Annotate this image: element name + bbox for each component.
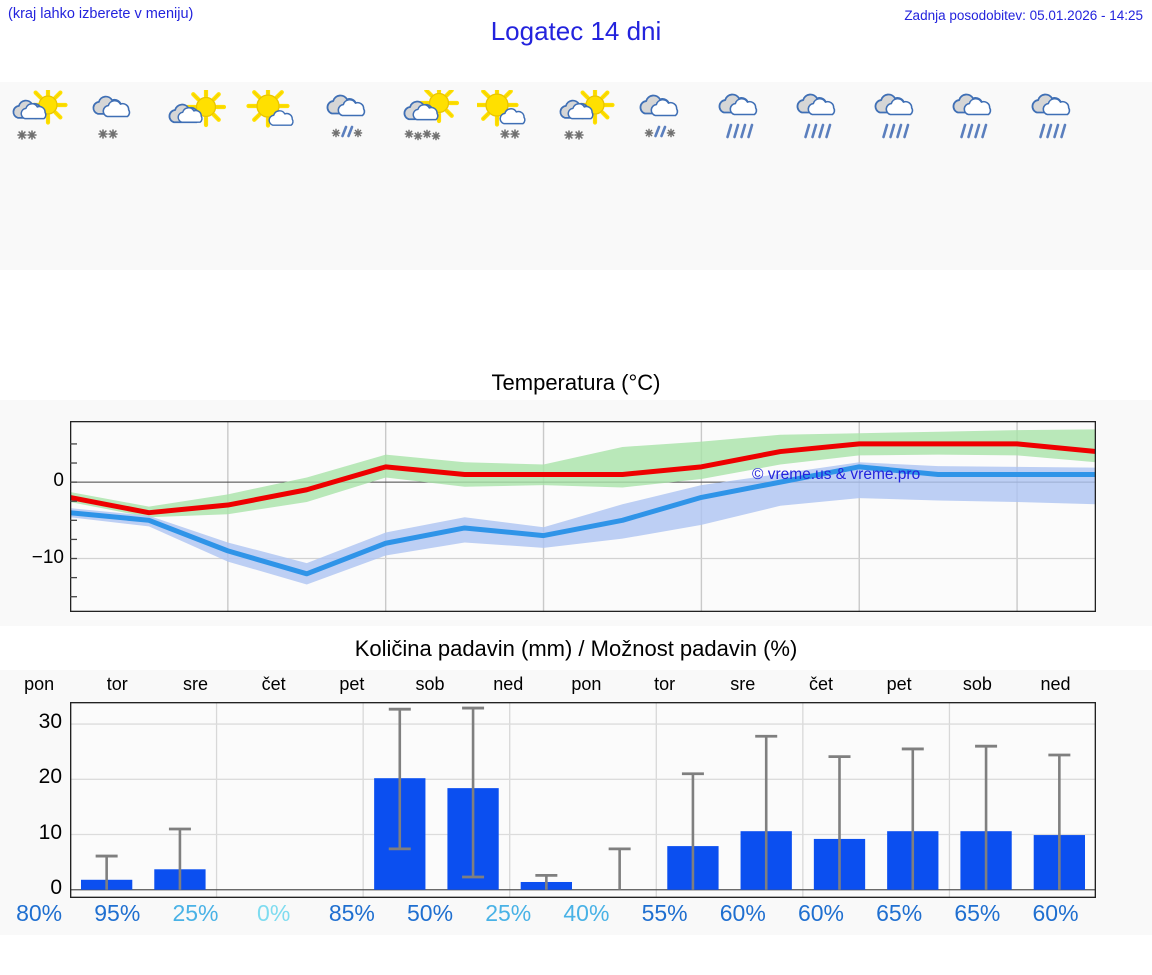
- precipitation-day-label: sob: [962, 674, 992, 694]
- partly-sunny-heavy-snow-icon: [399, 90, 461, 142]
- temperature-chart-title: Temperatura (°C): [0, 368, 1152, 400]
- precipitation-day-label: čet: [808, 674, 833, 694]
- forecast-day-column: [78, 82, 156, 270]
- precipitation-probability: 65%: [876, 900, 923, 926]
- precipitation-day-label: pon: [24, 674, 55, 694]
- forecast-day-column: [0, 82, 78, 270]
- forecast-day-column: [469, 82, 547, 270]
- cloudy-rain-snow-icon: [321, 90, 383, 142]
- cloudy-rain-icon: [712, 90, 774, 142]
- precipitation-probability: 60%: [797, 900, 844, 926]
- cloudy-rain-icon: [946, 90, 1008, 142]
- cloudy-rain-icon: [790, 90, 852, 142]
- precipitation-probability: 95%: [94, 900, 141, 926]
- precipitation-day-label: pet: [886, 674, 912, 694]
- precipitation-day-label: sre: [730, 674, 756, 694]
- temperature-y-tick-label: 0: [53, 470, 64, 492]
- precipitation-day-label: ned: [1040, 674, 1071, 694]
- precipitation-day-label: pet: [339, 674, 365, 694]
- forecast-day-column: [626, 82, 704, 270]
- precipitation-probability: 85%: [328, 900, 375, 926]
- cloudy-rain-icon: [868, 90, 930, 142]
- precipitation-y-tick-label: 20: [38, 765, 62, 789]
- precipitation-probability-row: 80% 95% 25% 0% 85% 50% 25% 40% 55% 60% 60% 65% 65% 60…: [0, 900, 1152, 934]
- temperature-plot-area: 0 −10: [32, 420, 1099, 613]
- forecast-day-column: [391, 82, 469, 270]
- temperature-y-tick-label: −10: [31, 546, 64, 568]
- precipitation-day-label: ned: [493, 674, 524, 694]
- forecast-days-row: [0, 82, 1152, 270]
- page-title: Logatec 14 dni: [490, 16, 662, 46]
- precipitation-probability: 0%: [257, 900, 291, 926]
- precipitation-chart-title: Količina padavin (mm) / Možnost padavin …: [354, 636, 798, 661]
- precipitation-day-label: čet: [261, 674, 286, 694]
- menu-hint-text: (kraj lahko izberete v meniju): [8, 6, 194, 22]
- last-updated-text: Zadnja posodobitev: 05.01.2026 - 14:25: [904, 8, 1143, 23]
- forecast-day-column: [156, 82, 234, 270]
- precipitation-day-label: tor: [106, 674, 128, 694]
- copyright-text: © vreme.us & vreme.pro: [752, 466, 921, 483]
- precipitation-y-tick-label: 0: [50, 875, 62, 899]
- forecast-day-column: [547, 82, 625, 270]
- precipitation-probability: 80%: [16, 900, 63, 926]
- page-header: (kraj lahko izberete v meniju) Logatec 1…: [0, 0, 1152, 62]
- forecast-day-column: [938, 82, 1016, 270]
- forecast-day-column: [235, 82, 313, 270]
- precipitation-day-label: tor: [654, 674, 676, 694]
- precipitation-probability: 60%: [719, 900, 766, 926]
- mostly-sunny-icon: [243, 90, 305, 142]
- forecast-day-column: [860, 82, 938, 270]
- temperature-chart-panel: Temperatura (°C) 0 −10: [0, 368, 1152, 626]
- cloudy-rain-icon: [1025, 90, 1087, 142]
- forecast-day-column: [704, 82, 782, 270]
- partly-sunny-snow-icon: [8, 90, 70, 142]
- precipitation-day-label: pon: [571, 674, 602, 694]
- precipitation-probability: 60%: [1032, 900, 1079, 926]
- cloudy-snow-icon: [86, 90, 148, 142]
- precipitation-probability: 25%: [485, 900, 532, 926]
- precipitation-plot-area: 0 10 20 30: [39, 701, 1097, 899]
- precipitation-probability: 25%: [172, 900, 219, 926]
- precipitation-y-tick-label: 10: [38, 820, 62, 844]
- forecast-day-column: [1016, 82, 1094, 270]
- forecast-day-column: [313, 82, 391, 270]
- precipitation-probability: 55%: [641, 900, 688, 926]
- precipitation-y-tick-label: 30: [38, 710, 62, 734]
- forecast-days-panel: [0, 82, 1152, 270]
- precipitation-probability: 40%: [563, 900, 610, 926]
- cloudy-rain-snow-icon: [634, 90, 696, 142]
- precipitation-probability: 50%: [407, 900, 454, 926]
- sunny-cloud-snow-icon: [477, 90, 539, 142]
- precipitation-day-label: sob: [415, 674, 445, 694]
- partly-sunny-snow-icon: [555, 90, 617, 142]
- precipitation-day-label: sre: [182, 674, 208, 694]
- forecast-day-column: [782, 82, 860, 270]
- partly-sunny-icon: [164, 90, 227, 142]
- precipitation-day-labels: pon tor sre čet pet sob ned pon tor sre čet pet sob n…: [0, 674, 1152, 700]
- precipitation-probability: 65%: [954, 900, 1001, 926]
